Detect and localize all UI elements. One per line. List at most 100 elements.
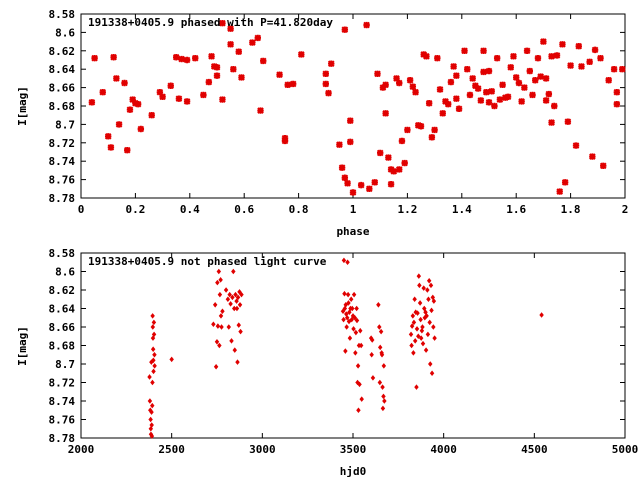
x-axis-title: phase xyxy=(336,225,369,238)
data-point xyxy=(219,324,224,330)
y-tick-label: 8.7 xyxy=(55,118,75,131)
data-point xyxy=(526,67,534,75)
data-point xyxy=(358,342,364,349)
y-tick-label: 8.58 xyxy=(49,247,76,260)
data-point xyxy=(409,342,414,349)
data-point xyxy=(381,393,386,400)
data-point xyxy=(378,328,384,335)
data-point xyxy=(366,185,373,193)
data-point xyxy=(237,289,242,295)
data-point xyxy=(219,96,226,103)
data-point xyxy=(409,323,415,329)
data-point xyxy=(249,39,256,46)
data-point xyxy=(150,313,155,319)
data-point xyxy=(254,34,262,42)
data-point xyxy=(512,74,520,81)
y-tick-label: 8.64 xyxy=(49,63,76,76)
data-point xyxy=(91,54,98,62)
data-point xyxy=(134,100,142,108)
y-tick-label: 8.58 xyxy=(49,8,76,21)
data-point xyxy=(343,302,348,308)
data-point xyxy=(420,340,426,347)
y-tick-label: 8.64 xyxy=(49,303,76,316)
data-point xyxy=(474,85,482,92)
data-point xyxy=(401,159,408,167)
data-point xyxy=(374,70,381,78)
data-point xyxy=(113,75,120,82)
x-tick-label: 3000 xyxy=(249,443,276,456)
y-tick-label: 8.7 xyxy=(55,358,75,371)
data-point xyxy=(553,52,561,59)
data-point xyxy=(599,162,607,170)
data-point xyxy=(485,67,493,75)
x-tick-label: 1 xyxy=(350,203,357,216)
data-point xyxy=(496,96,504,103)
data-point xyxy=(469,75,476,82)
data-point xyxy=(175,95,183,102)
data-point xyxy=(537,73,544,80)
plot-title: 191338+0405.9 not phased light curve xyxy=(88,255,327,268)
data-point xyxy=(322,80,330,88)
data-point xyxy=(343,348,348,354)
data-point xyxy=(453,72,460,79)
data-point xyxy=(151,331,157,338)
data-point xyxy=(344,314,350,321)
data-point xyxy=(369,337,375,343)
data-point xyxy=(567,62,574,69)
data-point xyxy=(477,97,485,104)
x-tick-label: 5000 xyxy=(612,443,639,456)
data-point xyxy=(233,291,238,298)
data-point xyxy=(504,93,512,101)
y-tick-label: 8.76 xyxy=(49,174,76,187)
y-axis-title: I[mag] xyxy=(16,86,29,126)
data-point xyxy=(363,21,370,29)
data-point xyxy=(359,396,364,402)
x-tick-label: 3500 xyxy=(340,443,367,456)
data-point xyxy=(434,54,441,62)
data-point xyxy=(410,313,416,319)
data-point xyxy=(423,347,429,353)
data-point xyxy=(409,83,417,90)
data-point xyxy=(149,422,154,428)
data-point xyxy=(234,305,240,312)
data-point xyxy=(150,324,156,330)
y-tick-label: 8.74 xyxy=(49,395,76,408)
data-point xyxy=(215,323,221,329)
y-tick-label: 8.66 xyxy=(49,321,76,334)
data-point xyxy=(214,339,220,345)
data-point xyxy=(341,26,349,33)
data-point xyxy=(191,54,199,62)
data-point xyxy=(236,322,241,328)
data-point xyxy=(356,407,361,414)
data-point xyxy=(150,379,155,386)
data-point xyxy=(613,88,621,96)
data-point xyxy=(218,313,224,319)
data-point xyxy=(211,321,216,328)
y-tick-label: 8.6 xyxy=(55,26,75,39)
x-axis-title: hjd0 xyxy=(340,465,367,478)
data-point xyxy=(152,363,157,369)
data-point xyxy=(217,291,223,298)
data-point xyxy=(351,326,356,332)
x-tick-label: 2500 xyxy=(158,443,185,456)
data-point xyxy=(150,335,156,341)
data-point xyxy=(213,64,221,71)
data-point xyxy=(88,99,96,106)
y-tick-label: 8.72 xyxy=(49,377,76,390)
data-point xyxy=(227,291,232,298)
data-point xyxy=(377,344,383,351)
data-point xyxy=(463,65,471,73)
data-point xyxy=(346,300,351,306)
x-tick-label: 4500 xyxy=(521,443,548,456)
data-point xyxy=(355,363,361,369)
data-point xyxy=(421,285,426,291)
data-point xyxy=(178,55,185,63)
data-point xyxy=(217,342,222,349)
data-point xyxy=(390,168,398,175)
data-point xyxy=(325,89,332,97)
data-point xyxy=(347,335,353,341)
data-point xyxy=(450,63,457,70)
data-point xyxy=(534,54,542,62)
data-point xyxy=(545,90,553,98)
data-point xyxy=(123,146,131,154)
